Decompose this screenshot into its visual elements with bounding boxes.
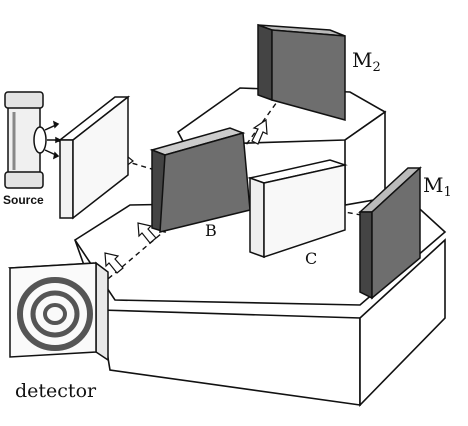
detector-label: detector — [15, 380, 97, 402]
compensator-label: C — [305, 249, 317, 268]
mirror-m1-letter: M — [423, 173, 443, 197]
mirror-m2-subscript: 2 — [372, 60, 380, 75]
collimator-plate — [60, 97, 128, 218]
mirror-m2-letter: M — [352, 48, 372, 72]
base-table-front — [100, 310, 360, 405]
source-label: Source — [3, 193, 44, 207]
mirror-m1-subscript: 1 — [443, 185, 451, 200]
beam-splitter-label: B — [205, 221, 217, 240]
mirror-m2-label: M2 — [352, 48, 381, 75]
mirror-m1-label: M1 — [423, 173, 452, 200]
light-source — [5, 92, 60, 188]
